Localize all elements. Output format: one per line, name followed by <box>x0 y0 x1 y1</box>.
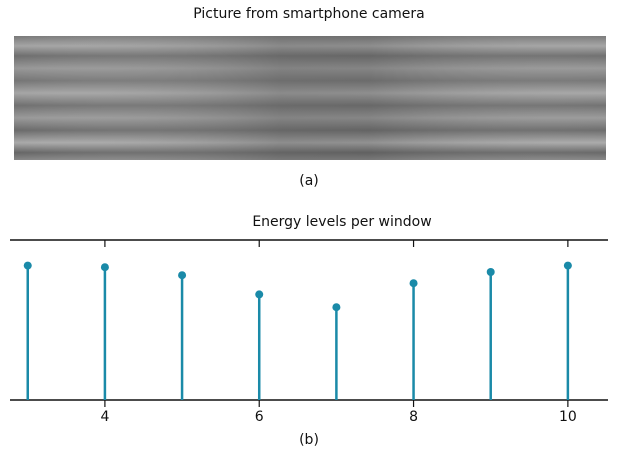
x-tick-label: 4 <box>100 409 109 425</box>
stem-head <box>332 303 340 311</box>
picture-caption: (a) <box>299 173 319 189</box>
x-tick-label: 8 <box>409 409 418 425</box>
stem-head <box>255 290 263 298</box>
stem-head <box>101 263 109 271</box>
chart-title: Energy levels per window <box>252 214 431 230</box>
stem-head <box>24 262 32 270</box>
stem-head <box>487 268 495 276</box>
x-tick-label: 6 <box>255 409 264 425</box>
stem-head <box>564 262 572 270</box>
stem-head <box>178 271 186 279</box>
x-tick-label: 10 <box>559 409 577 425</box>
figure: Picture from smartphone camera (a) Energ… <box>0 0 618 458</box>
page: {"picture": {"title": "Picture from smar… <box>0 0 618 458</box>
camera-picture-shade <box>14 36 606 160</box>
stem-head <box>410 279 418 287</box>
picture-title: Picture from smartphone camera <box>193 6 425 22</box>
chart-caption: (b) <box>299 432 319 448</box>
